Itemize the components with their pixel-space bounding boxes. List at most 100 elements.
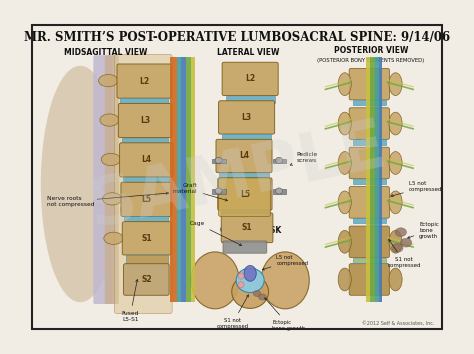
Ellipse shape [104,232,123,245]
FancyBboxPatch shape [119,143,173,177]
Ellipse shape [338,268,351,291]
Bar [125,216,168,225]
FancyBboxPatch shape [121,182,172,216]
Bar [221,210,269,217]
Text: LATERAL VIEW: LATERAL VIEW [217,48,280,57]
Bar [379,57,383,302]
FancyBboxPatch shape [349,68,390,100]
Ellipse shape [389,230,402,253]
FancyBboxPatch shape [349,108,390,139]
Text: Cage: Cage [189,221,242,246]
Text: OF L5-S1 DISK: OF L5-S1 DISK [219,226,281,235]
Bar [353,100,386,105]
Bar [374,57,379,302]
Bar [170,57,176,302]
Text: L4: L4 [141,155,151,164]
Ellipse shape [401,238,412,247]
Text: S2: S2 [141,275,152,284]
Ellipse shape [261,252,309,309]
FancyBboxPatch shape [349,264,390,295]
Bar [212,189,226,194]
Bar [226,96,274,103]
Ellipse shape [389,191,402,214]
Ellipse shape [191,252,239,309]
Ellipse shape [395,228,407,236]
Ellipse shape [215,157,222,164]
Text: SAMPLE: SAMPLE [82,113,392,241]
Ellipse shape [389,152,402,175]
Ellipse shape [389,73,402,96]
Ellipse shape [389,268,402,291]
Bar [353,139,386,144]
Bar [273,189,286,194]
Text: MIDSAGITTAL VIEW: MIDSAGITTAL VIEW [64,48,147,57]
FancyBboxPatch shape [93,55,113,304]
FancyBboxPatch shape [118,103,172,138]
Ellipse shape [338,152,351,175]
FancyBboxPatch shape [219,178,270,216]
Ellipse shape [338,112,351,135]
Ellipse shape [215,188,222,194]
Bar [370,57,374,302]
Ellipse shape [101,153,120,166]
Ellipse shape [258,294,266,300]
Bar [353,179,386,184]
Ellipse shape [238,282,244,288]
FancyBboxPatch shape [117,64,171,98]
Ellipse shape [232,275,269,308]
FancyBboxPatch shape [216,139,272,173]
FancyBboxPatch shape [221,213,273,243]
Bar [353,218,386,223]
FancyBboxPatch shape [222,62,278,96]
Text: TOP VIEW: TOP VIEW [229,217,272,226]
Text: ©2012 Self & Associates, Inc.: ©2012 Self & Associates, Inc. [362,321,434,326]
Text: S1: S1 [141,234,152,243]
FancyBboxPatch shape [349,147,390,179]
Text: S1 not
compressed: S1 not compressed [388,240,421,268]
Text: Graft
material: Graft material [173,183,228,201]
Ellipse shape [99,74,118,87]
Text: Pedicle
screws: Pedicle screws [290,152,318,165]
Bar [219,173,269,179]
FancyBboxPatch shape [349,226,390,258]
Ellipse shape [253,290,261,297]
FancyBboxPatch shape [219,101,274,134]
Bar [120,98,168,107]
Ellipse shape [275,157,283,164]
Bar [126,255,168,264]
FancyBboxPatch shape [218,178,272,210]
Bar [176,57,181,302]
Ellipse shape [389,112,402,135]
Text: Nerve roots
not compressed: Nerve roots not compressed [47,192,169,207]
Bar [353,258,386,263]
Text: (POSTERIOR BONY ELEMENTS REMOVED): (POSTERIOR BONY ELEMENTS REMOVED) [318,58,425,63]
Bar [186,57,191,302]
Ellipse shape [338,230,351,253]
FancyBboxPatch shape [223,241,267,253]
Bar [123,177,170,186]
Bar [191,57,195,302]
FancyBboxPatch shape [114,55,172,314]
Ellipse shape [41,66,119,302]
Ellipse shape [338,73,351,96]
Ellipse shape [244,266,256,281]
Text: Ectopic
bone growth: Ectopic bone growth [265,298,305,331]
Bar [366,57,370,302]
Ellipse shape [275,188,283,194]
Text: Fused
L5-S1: Fused L5-S1 [121,279,139,322]
Bar [181,57,186,302]
Text: L4: L4 [239,152,249,160]
Text: L5 not
compressed: L5 not compressed [391,181,442,197]
FancyBboxPatch shape [349,187,390,218]
FancyBboxPatch shape [105,55,119,304]
Text: L5: L5 [240,190,250,199]
Text: MR. SMITH’S POST-OPERATIVE LUMBOSACRAL SPINE: 9/14/06: MR. SMITH’S POST-OPERATIVE LUMBOSACRAL S… [24,31,450,44]
Text: POSTERIOR VIEW: POSTERIOR VIEW [334,46,408,55]
Bar [222,134,271,141]
Text: S1: S1 [242,223,252,232]
FancyBboxPatch shape [122,222,171,255]
Ellipse shape [100,114,119,126]
Bar [273,159,286,163]
Bar [212,159,226,163]
Text: L2: L2 [245,74,255,84]
